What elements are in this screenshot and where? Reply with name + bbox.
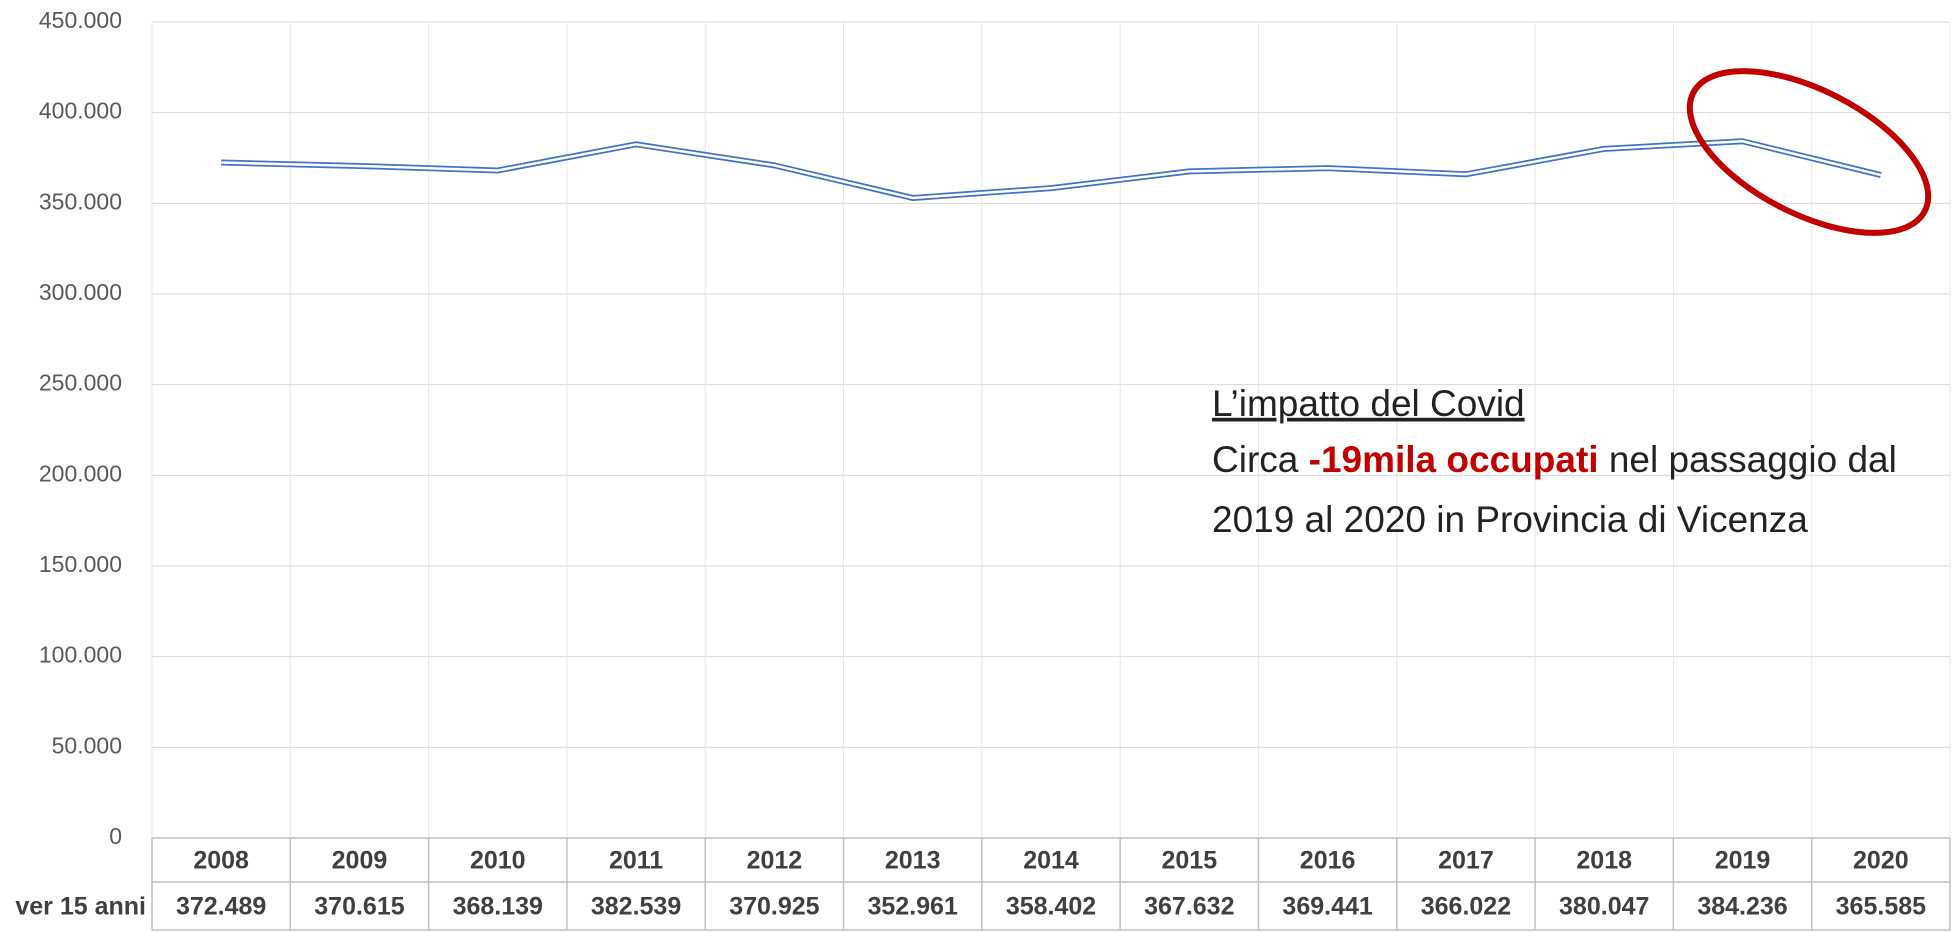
x-tick-label: 2019	[1715, 847, 1771, 875]
annotation-line: Circa -19mila occupati nel passaggio dal	[1212, 439, 1897, 480]
data-table-value: 352.961	[868, 893, 958, 921]
x-tick-label: 2011	[609, 847, 663, 875]
data-table-value: 369.441	[1282, 893, 1372, 921]
annotation-text: Circa	[1212, 439, 1309, 480]
data-table-value: 372.489	[176, 893, 266, 921]
x-tick-label: 2015	[1161, 847, 1217, 875]
highlight-ellipse	[1686, 68, 1932, 236]
x-tick-label: 2010	[470, 847, 526, 875]
y-tick-label: 400.000	[39, 98, 122, 124]
x-tick-label: 2013	[885, 847, 941, 875]
data-table-value: 370.925	[729, 893, 819, 921]
x-tick-label: 2016	[1300, 847, 1356, 875]
data-table-value: 367.632	[1144, 893, 1234, 921]
y-tick-label: 300.000	[39, 279, 122, 305]
y-tick-label: 250.000	[39, 370, 122, 396]
y-tick-label: 0	[109, 823, 122, 849]
data-table-value: 366.022	[1421, 893, 1511, 921]
data-table-value: 358.402	[1006, 893, 1096, 921]
data-table-value: 370.615	[314, 893, 404, 921]
marks	[221, 138, 1882, 201]
x-tick-label: 2020	[1853, 847, 1909, 875]
grid	[151, 21, 1951, 931]
annotation-title: L’impatto del Covid	[1212, 383, 1525, 424]
data-table-value: 365.585	[1836, 893, 1926, 921]
data-table-value: 368.139	[453, 893, 543, 921]
data-table-value: 382.539	[591, 893, 681, 921]
legend-label: ver 15 anni	[15, 893, 146, 921]
x-tick-label: 2014	[1023, 847, 1079, 875]
x-tick-label: 2008	[193, 847, 249, 875]
series-line-inner	[221, 140, 1882, 200]
y-tick-label: 50.000	[52, 732, 122, 758]
annotation-line: 2019 al 2020 in Provincia di Vicenza	[1212, 499, 1808, 540]
x-tick-label: 2017	[1438, 847, 1494, 875]
x-tick-label: 2018	[1576, 847, 1632, 875]
y-tick-label: 450.000	[39, 7, 122, 33]
x-tick-label: 2012	[747, 847, 803, 875]
y-tick-label: 150.000	[39, 551, 122, 577]
y-tick-label: 100.000	[39, 642, 122, 668]
y-tick-label: 350.000	[39, 188, 122, 214]
annotation-highlight: -19mila occupati	[1309, 439, 1599, 480]
data-table-value: 384.236	[1697, 893, 1787, 921]
data-table-value: 380.047	[1559, 893, 1649, 921]
y-tick-label: 200.000	[39, 460, 122, 486]
x-tick-label: 2009	[332, 847, 388, 875]
annotation-text: nel passaggio dal	[1599, 439, 1897, 480]
